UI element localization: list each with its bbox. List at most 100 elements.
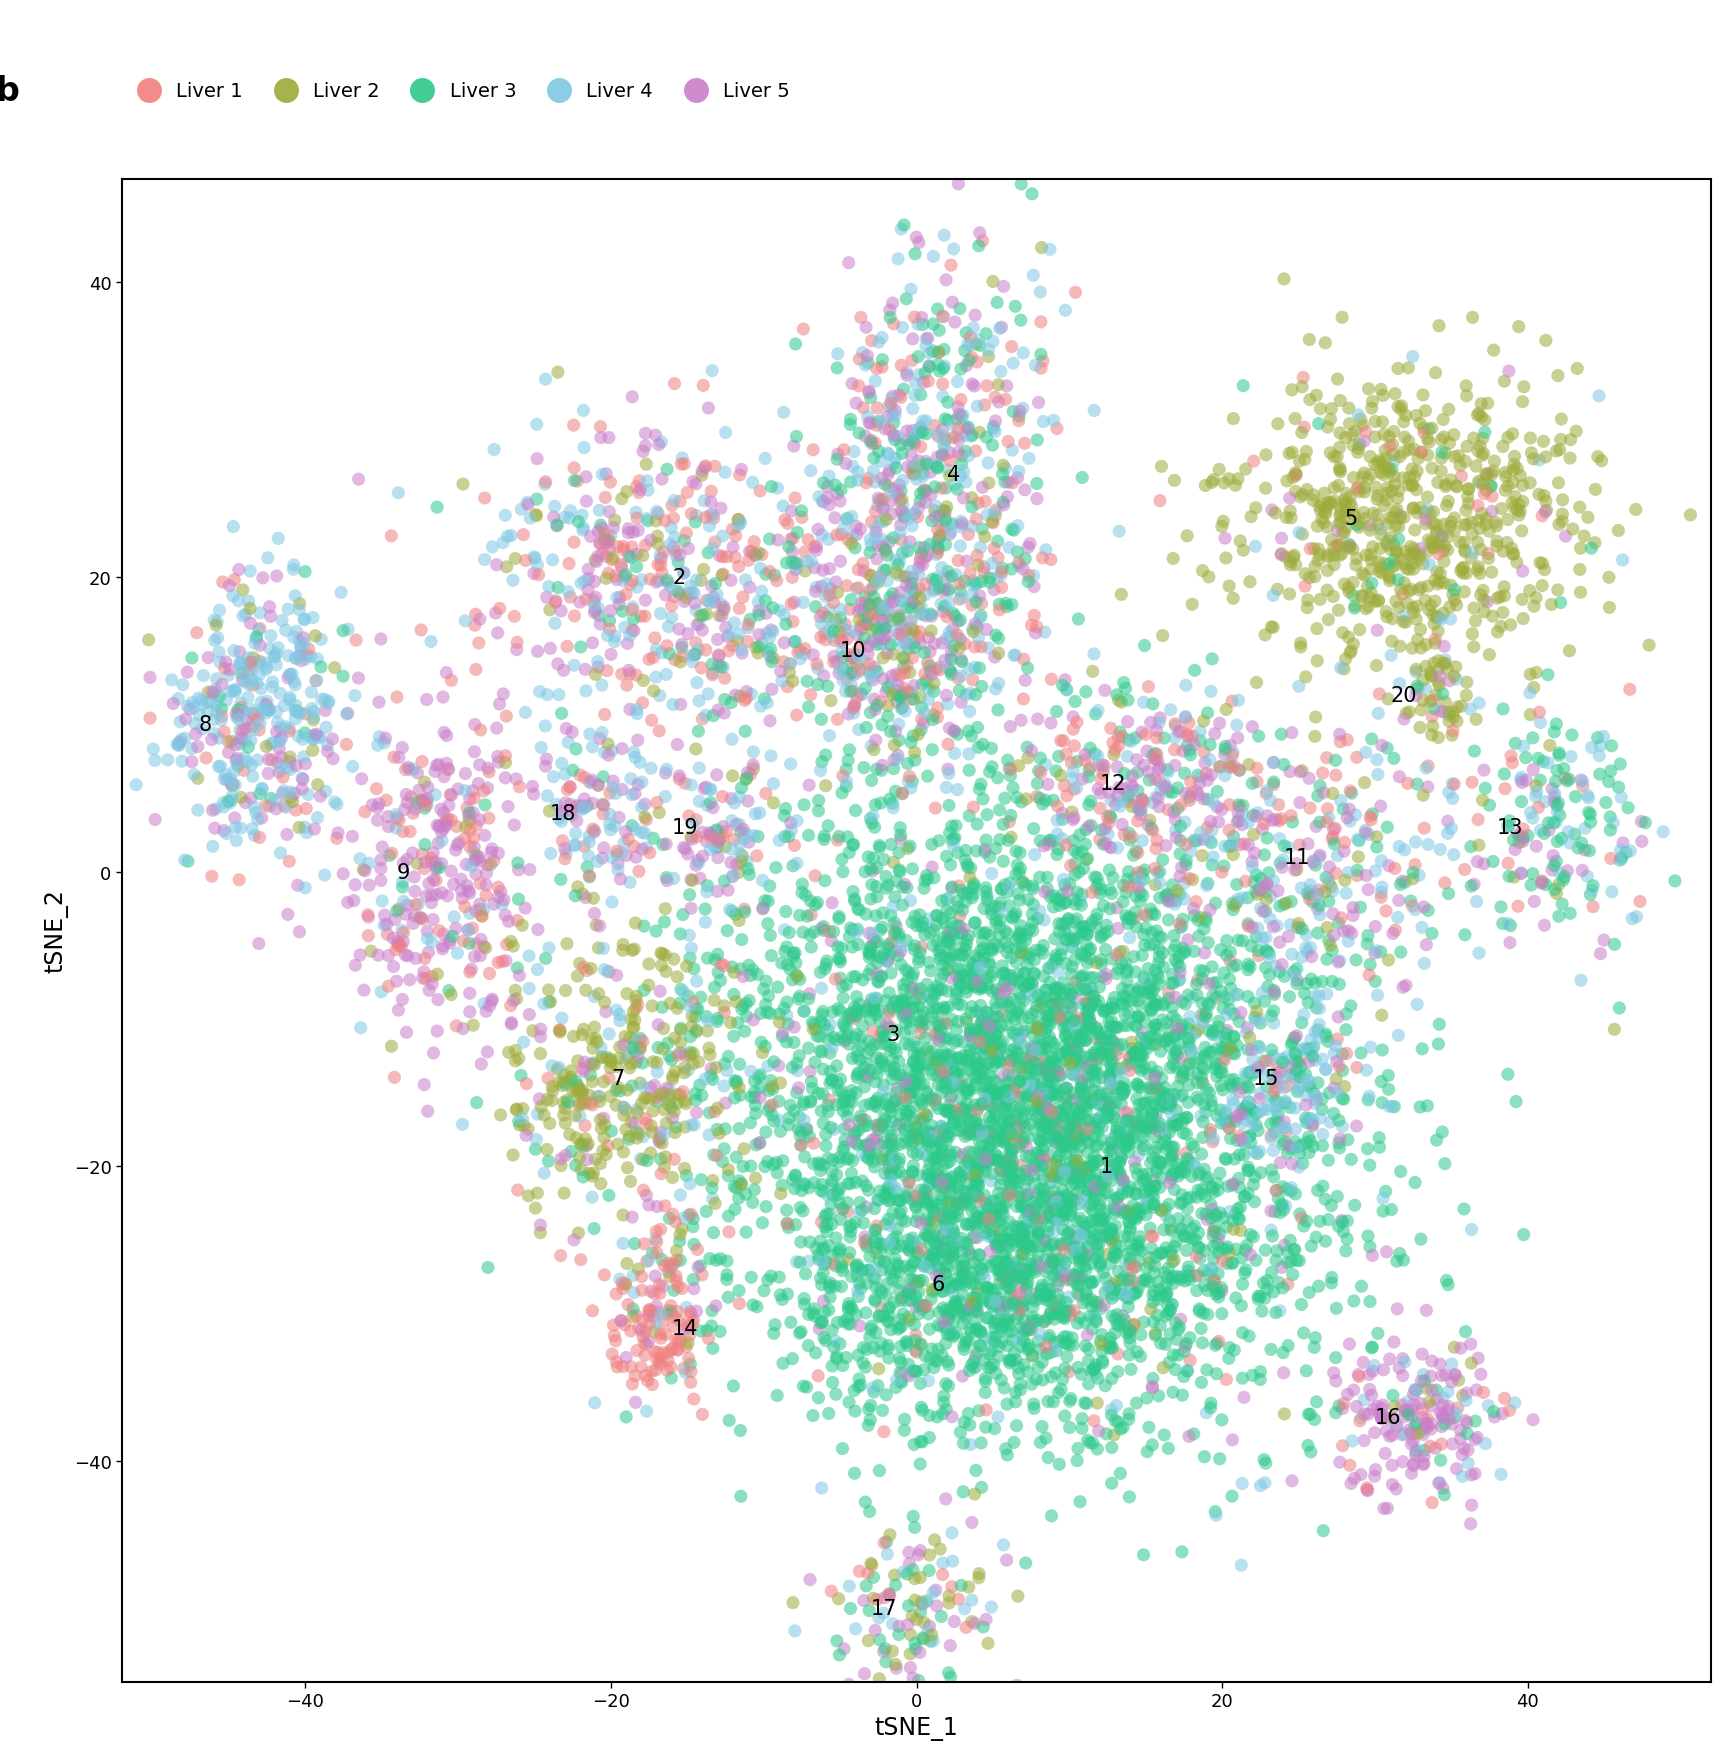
Point [1227,528,1255,556]
Point [1182,1227,1210,1255]
Point [889,539,917,567]
Point [678,500,706,528]
Point [425,751,452,779]
Point [953,1090,980,1118]
Point [1008,869,1036,897]
Point [1015,971,1043,999]
Point [756,1000,784,1028]
Point [614,516,642,544]
Point [623,700,651,728]
Point [1020,602,1048,630]
Point [1087,1214,1115,1243]
Point [889,1002,917,1030]
Point [1298,1232,1326,1260]
Point [1234,1072,1262,1100]
Point [366,723,394,751]
Point [1196,807,1224,835]
Point [1117,777,1144,806]
Point [1058,1135,1086,1164]
Point [1250,1060,1277,1088]
Point [601,628,628,656]
Point [937,563,965,591]
Point [445,828,473,856]
Point [1065,1125,1093,1153]
Point [564,1076,592,1104]
Point [1063,879,1091,907]
Point [1094,1148,1122,1176]
Point [1022,1211,1049,1239]
Point [1229,1074,1257,1102]
Point [1365,448,1393,476]
Point [849,1257,877,1285]
Point [1212,1023,1239,1051]
Point [1341,802,1369,830]
Point [908,1090,935,1118]
Point [775,920,803,948]
Point [1288,634,1315,662]
Point [1491,369,1519,397]
Point [606,804,633,832]
Point [1124,1234,1151,1262]
Point [889,441,917,469]
Point [1225,792,1253,820]
Point [1112,1125,1139,1153]
Point [982,1146,1010,1174]
Point [934,1216,961,1244]
Point [879,1155,906,1183]
Point [930,1388,958,1416]
Point [1196,732,1224,760]
Point [1260,1278,1288,1306]
Point [571,1088,599,1116]
Point [839,1078,866,1106]
Point [1272,1090,1300,1118]
Point [642,1357,670,1385]
Point [1086,1111,1113,1139]
Point [913,981,941,1009]
Point [1369,409,1396,437]
Point [692,1065,720,1093]
Point [854,379,882,407]
Point [1377,456,1405,484]
Point [1346,616,1374,644]
Point [1229,537,1257,565]
Point [1552,765,1579,793]
Point [944,893,972,921]
Point [1407,439,1434,467]
Point [547,700,575,728]
Point [647,1146,675,1174]
Point [1419,455,1446,483]
Point [1143,992,1170,1020]
Point [960,972,987,1000]
Point [654,1030,682,1058]
Point [1616,676,1643,704]
Point [723,1144,751,1172]
Point [1455,1450,1483,1478]
Point [1058,1165,1086,1193]
Point [1201,1332,1229,1360]
Point [1191,472,1219,500]
Point [1067,1267,1094,1295]
Point [946,1143,973,1171]
Point [656,1250,683,1278]
Point [1491,463,1519,491]
Point [697,820,725,848]
Point [1160,1113,1187,1141]
Point [658,1353,685,1381]
Point [975,1134,1003,1162]
Point [1210,1109,1238,1137]
Point [972,839,999,867]
Point [792,1374,820,1402]
Point [1479,337,1507,365]
Point [1113,686,1141,714]
Point [236,558,264,586]
Point [1386,546,1414,574]
Point [1043,841,1070,869]
Point [994,1441,1022,1469]
Point [1041,1336,1068,1364]
Point [866,790,894,818]
Point [159,667,186,695]
Point [1170,1223,1198,1251]
Point [930,909,958,937]
Point [1025,863,1053,892]
Point [1141,992,1169,1020]
